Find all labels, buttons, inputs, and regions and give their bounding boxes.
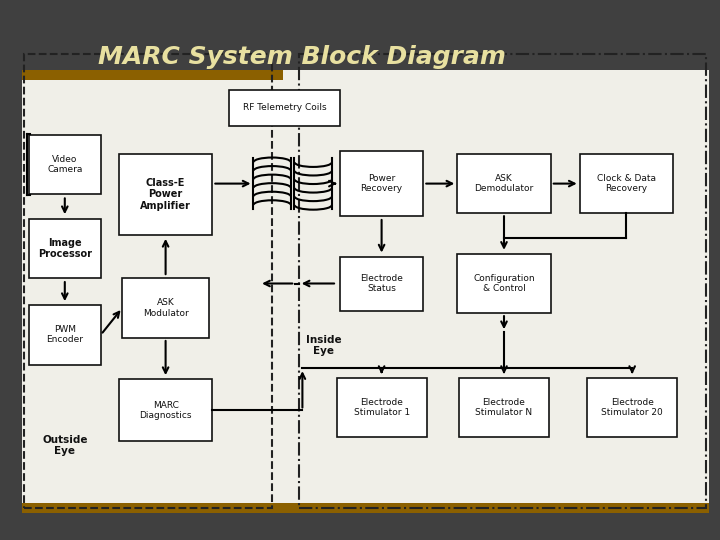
Bar <box>580 154 673 213</box>
Bar <box>22 503 709 513</box>
Text: Inside
Eye: Inside Eye <box>306 335 342 356</box>
Bar <box>29 305 101 364</box>
Bar <box>229 90 341 125</box>
Text: Power
Recovery: Power Recovery <box>361 174 402 193</box>
Bar <box>337 378 426 437</box>
Bar <box>457 154 551 213</box>
Text: Clock & Data
Recovery: Clock & Data Recovery <box>597 174 656 193</box>
Bar <box>29 135 101 194</box>
Bar <box>341 256 423 310</box>
Text: Electrode
Stimulator 20: Electrode Stimulator 20 <box>601 398 663 417</box>
Text: Electrode
Status: Electrode Status <box>360 274 403 293</box>
Text: Electrode
Stimulator N: Electrode Stimulator N <box>475 398 533 417</box>
Bar <box>119 154 212 235</box>
Text: Video
Camera: Video Camera <box>47 155 83 174</box>
Text: RF Telemetry Coils: RF Telemetry Coils <box>243 104 326 112</box>
Text: Configuration
& Control: Configuration & Control <box>473 274 535 293</box>
Bar <box>24 54 272 508</box>
Text: PWM
Encoder: PWM Encoder <box>46 325 84 345</box>
Bar <box>22 70 709 513</box>
Bar <box>341 151 423 216</box>
Text: ASK
Demodulator: ASK Demodulator <box>474 174 534 193</box>
Text: Outside
Eye: Outside Eye <box>42 435 88 456</box>
Bar <box>122 278 209 338</box>
Text: MARC System Block Diagram: MARC System Block Diagram <box>99 45 506 69</box>
Text: Image
Processor: Image Processor <box>37 238 92 259</box>
Bar <box>29 219 101 278</box>
Bar <box>299 54 706 508</box>
Bar <box>119 379 212 442</box>
Text: MARC
Diagnostics: MARC Diagnostics <box>140 401 192 420</box>
Text: Electrode
Stimulator 1: Electrode Stimulator 1 <box>354 398 410 417</box>
Bar <box>588 378 677 437</box>
Text: Class-E
Power
Amplifier: Class-E Power Amplifier <box>140 178 191 211</box>
Bar <box>22 70 283 80</box>
Text: ASK
Modulator: ASK Modulator <box>143 298 189 318</box>
Bar <box>457 254 551 313</box>
Bar <box>459 378 549 437</box>
